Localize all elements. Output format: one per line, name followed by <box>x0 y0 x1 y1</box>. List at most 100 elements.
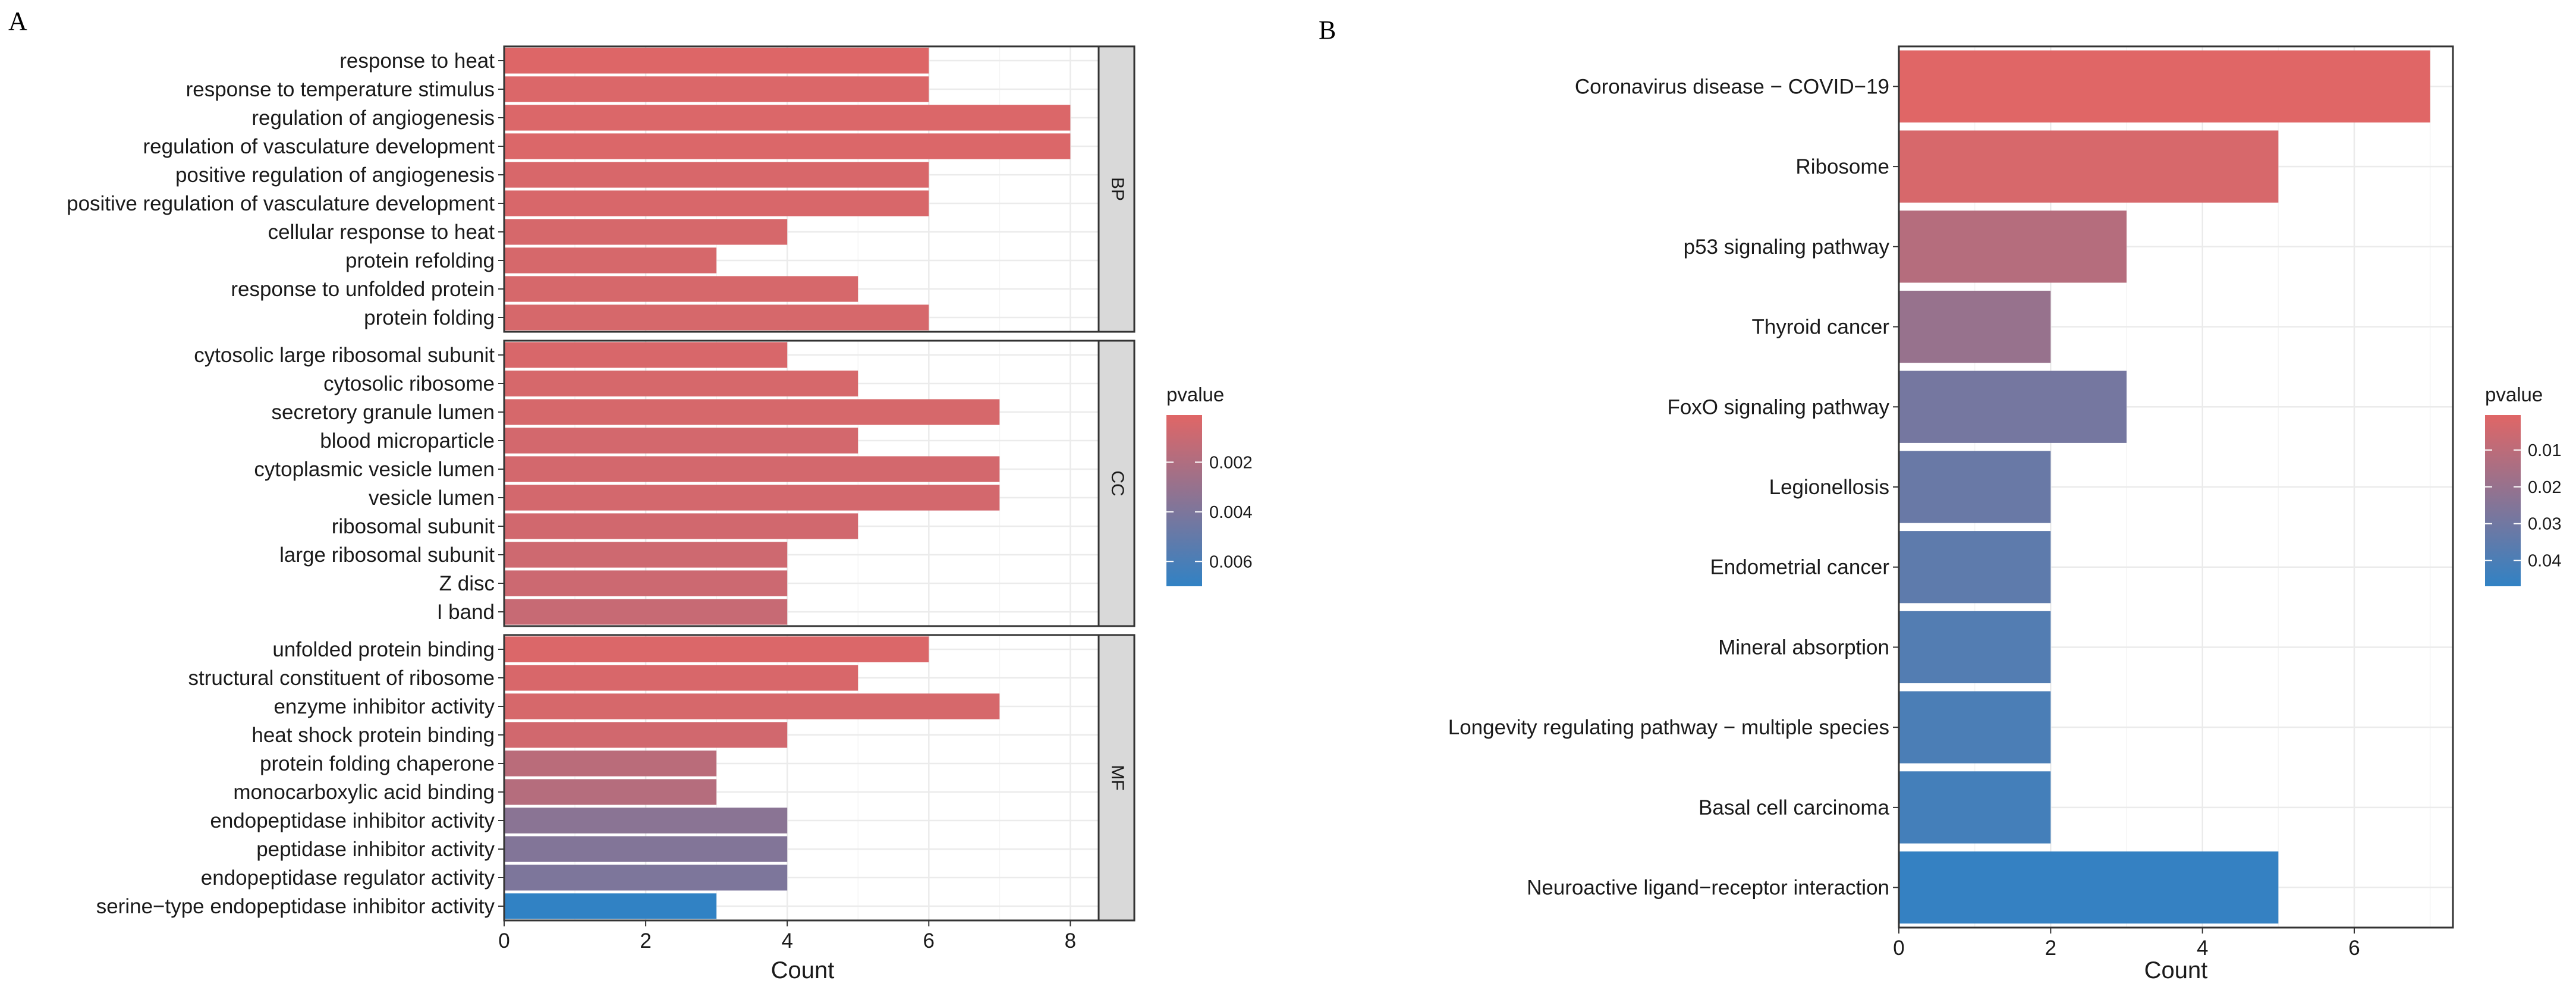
panel-b-x-axis-title: Count <box>2144 957 2208 983</box>
panel-a-legend-title: pvalue <box>1166 384 1224 406</box>
bar <box>504 304 929 331</box>
y-tick-label: Coronavirus disease − COVID−19 <box>1575 75 1889 98</box>
bar <box>504 542 788 568</box>
bar <box>504 133 1071 159</box>
bar <box>504 76 929 102</box>
y-tick-label: endopeptidase regulator activity <box>201 866 495 890</box>
y-tick-label: blood microparticle <box>320 429 495 452</box>
bar <box>504 399 1000 425</box>
y-tick-label: regulation of vasculature development <box>143 135 495 158</box>
bar <box>504 807 788 834</box>
bar <box>504 485 1000 511</box>
bar <box>504 342 788 368</box>
y-tick-label: FoxO signaling pathway <box>1667 395 1889 419</box>
bar <box>504 247 717 274</box>
panel-a-label: A <box>8 7 27 36</box>
legend-tick-label: 0.004 <box>1209 503 1253 522</box>
y-tick-label: Ribosome <box>1795 155 1889 178</box>
y-tick-label: heat shock protein binding <box>251 724 495 747</box>
y-tick-label: secretory granule lumen <box>272 401 495 424</box>
x-tick-label: 8 <box>1065 929 1076 953</box>
y-tick-label: protein folding <box>364 306 495 329</box>
bar <box>1899 130 2279 203</box>
bar <box>504 276 858 302</box>
bar <box>504 370 858 397</box>
bar <box>504 636 929 662</box>
bar <box>504 105 1071 131</box>
bar <box>1899 210 2127 283</box>
x-tick-label: 0 <box>1893 936 1904 960</box>
bar <box>504 665 858 691</box>
panel-a-legend: pvalue 0.002 0.004 0.006 <box>1166 384 1253 586</box>
bar <box>504 836 788 862</box>
bar <box>1899 771 2051 844</box>
bar <box>1899 851 2279 924</box>
y-tick-label: Basal cell carcinoma <box>1699 796 1889 819</box>
panel-b-border <box>1898 45 2454 929</box>
bar <box>504 456 1000 482</box>
bar <box>504 190 929 216</box>
y-tick-label: I band <box>437 601 495 624</box>
bar <box>504 513 858 539</box>
facet-strip-label: BP <box>1108 177 1127 201</box>
bar <box>1899 451 2051 523</box>
bar <box>504 48 929 74</box>
y-tick-label: Mineral absorption <box>1718 636 1889 659</box>
y-tick-label: cytosolic large ribosomal subunit <box>194 344 495 367</box>
y-tick-label: large ribosomal subunit <box>279 543 495 567</box>
y-tick-label: serine−type endopeptidase inhibitor acti… <box>96 895 495 918</box>
y-tick-label: structural constituent of ribosome <box>188 667 495 690</box>
bar <box>504 570 788 596</box>
bar <box>504 428 858 454</box>
panel-a-colorbar <box>1166 415 1202 586</box>
panel-b-legend: pvalue 0.01 0.02 0.03 0.04 <box>2485 384 2561 586</box>
y-tick-label: p53 signaling pathway <box>1684 235 1890 259</box>
y-tick-label: protein refolding <box>345 249 495 272</box>
y-tick-label: cytosolic ribosome <box>323 372 495 395</box>
y-tick-label: response to temperature stimulus <box>186 78 495 101</box>
x-tick-label: 4 <box>2197 936 2208 960</box>
bar <box>504 722 788 748</box>
panel-a-chart: response to heat response to temperature … <box>67 45 1136 953</box>
y-tick-label: cytoplasmic vesicle lumen <box>254 458 495 481</box>
legend-tick-label: 0.002 <box>1209 453 1253 472</box>
y-tick-label: Thyroid cancer <box>1752 316 1890 339</box>
bar <box>504 693 1000 719</box>
y-tick-label: endopeptidase inhibitor activity <box>210 809 495 832</box>
y-tick-label: peptidase inhibitor activity <box>256 838 495 861</box>
bar <box>504 865 788 891</box>
panel-b-legend-title: pvalue <box>2485 384 2543 406</box>
legend-tick-label: 0.02 <box>2528 478 2561 497</box>
bar <box>1899 50 2430 122</box>
bar <box>1899 531 2051 604</box>
bar <box>504 599 788 625</box>
facet-strip <box>1097 45 1136 333</box>
bar <box>504 219 788 245</box>
facet-strip <box>1097 634 1136 922</box>
legend-tick-label: 0.04 <box>2528 552 2561 571</box>
y-tick-label: Neuroactive ligand−receptor interaction <box>1527 876 1889 900</box>
y-tick-label: protein folding chaperone <box>260 752 495 775</box>
facet-cc: cytosolic large ribosomal subunit cytosol… <box>194 340 1136 627</box>
facet-strip-label: MF <box>1108 765 1127 790</box>
y-tick-label: Longevity regulating pathway − multiple … <box>1448 716 1889 739</box>
legend-tick-label: 0.03 <box>2528 515 2561 534</box>
y-tick-label: Legionellosis <box>1769 476 1889 499</box>
x-tick-label: 4 <box>781 929 792 953</box>
y-tick-label: response to heat <box>339 49 495 73</box>
facet-mf: unfolded protein binding structural const… <box>96 634 1136 922</box>
panel-b-label: B <box>1319 15 1336 45</box>
bar <box>1899 290 2051 363</box>
panel-b-colorbar <box>2485 415 2521 586</box>
y-tick-label: response to unfolded protein <box>231 278 495 301</box>
x-tick-label: 6 <box>2348 936 2360 960</box>
legend-tick-label: 0.01 <box>2528 441 2561 460</box>
x-tick-label: 6 <box>923 929 935 953</box>
y-tick-label: vesicle lumen <box>369 486 495 510</box>
panel-b-chart: Coronavirus disease − COVID−19 Ribosome p5… <box>1448 45 2454 960</box>
bar <box>1899 611 2051 684</box>
y-tick-label: ribosomal subunit <box>332 515 495 538</box>
bar <box>504 750 717 777</box>
facet-bp: response to heat response to temperature … <box>67 45 1136 333</box>
y-tick-label: Endometrial cancer <box>1710 556 1889 579</box>
